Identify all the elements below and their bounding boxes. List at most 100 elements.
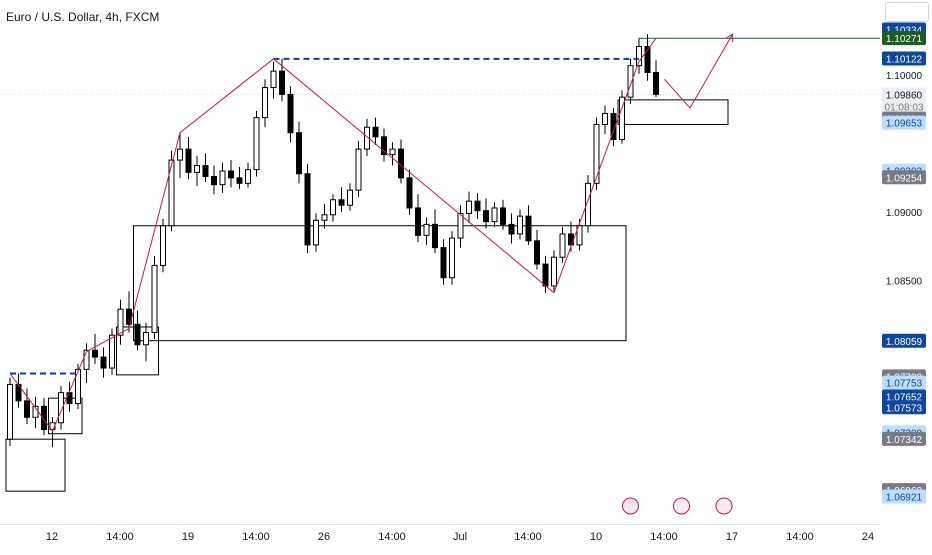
candle-body — [185, 148, 192, 173]
candle-body — [347, 189, 353, 206]
candle-body — [644, 46, 651, 74]
candle-body — [236, 177, 243, 184]
x-tick-label: 10 — [590, 531, 602, 543]
x-tick-label: Jul — [453, 531, 467, 543]
candle-body — [406, 177, 413, 209]
candle-body — [568, 233, 574, 246]
price-label-text: 1.09860 — [886, 90, 923, 101]
price-label-text: 1.07753 — [886, 379, 923, 390]
price-label-text: 1.09653 — [886, 119, 923, 130]
candle-body — [534, 240, 540, 265]
chart-title: Euro / U.S. Dollar, 4h, FXCM — [6, 10, 160, 24]
candle-body — [296, 132, 302, 175]
x-tick-label: 14:00 — [514, 531, 542, 543]
candle-body — [423, 223, 430, 236]
candle-body — [559, 233, 566, 258]
candle-body — [627, 65, 634, 98]
candle-body — [619, 96, 625, 141]
projection-arrowhead — [725, 33, 734, 43]
price-label-badge — [882, 87, 926, 114]
projection-path — [664, 33, 733, 109]
price-label-text: 1.09000 — [886, 208, 923, 219]
candle-body — [508, 223, 515, 235]
candle-body — [602, 113, 608, 126]
candle-body — [219, 170, 226, 186]
candle-body — [270, 70, 277, 89]
price-label-badge — [882, 68, 926, 83]
price-axis-settings-button[interactable] — [885, 2, 929, 22]
zone-rect — [5, 438, 66, 492]
price-label-text: 1.10122 — [886, 55, 923, 66]
candle-body — [381, 136, 387, 156]
candle-body — [117, 308, 124, 336]
candle-body — [542, 263, 549, 287]
price-label-text: 1.07652 — [886, 392, 923, 403]
candle-body — [483, 210, 489, 223]
price-label-text: 1.10334 — [886, 26, 923, 37]
candle-body — [491, 207, 498, 223]
candle-body — [466, 200, 472, 214]
lightning-event-icon — [622, 497, 639, 515]
price-label-badge — [882, 375, 926, 390]
us-flag-event-icon — [673, 497, 690, 515]
candle-body — [321, 214, 328, 221]
candle-body — [636, 46, 642, 67]
candle-body — [304, 173, 311, 246]
price-label-badge — [882, 400, 926, 415]
candle-body — [109, 334, 115, 369]
price-label-text: 1.07342 — [886, 435, 923, 446]
candle-body — [134, 323, 141, 346]
candle-body — [389, 148, 396, 156]
candle-body — [202, 165, 209, 177]
candle-body — [372, 126, 379, 138]
candle-body — [24, 400, 30, 418]
countdown-label: 01:08:03 — [885, 102, 924, 113]
candle-body — [585, 182, 591, 227]
us-flag-event-icon — [715, 497, 733, 515]
price-label-badge — [882, 489, 926, 504]
x-tick-label: 26 — [318, 531, 330, 543]
price-label-badge — [882, 389, 926, 404]
candle-body — [92, 349, 98, 358]
candle-body — [551, 256, 557, 287]
x-tick-label: 24 — [862, 531, 874, 543]
price-label-text: 1.10271 — [886, 34, 923, 45]
price-label-badge — [882, 273, 926, 288]
candle-body — [364, 126, 370, 150]
zigzag-line — [9, 38, 657, 432]
price-label-badge — [882, 170, 926, 185]
x-tick-label: 14:00 — [650, 531, 678, 543]
candle-body — [449, 237, 455, 279]
candle-body — [177, 148, 183, 161]
candle-body — [151, 264, 158, 333]
zone-rect — [48, 397, 83, 435]
candle-body — [262, 87, 268, 119]
candle-body — [228, 170, 234, 179]
candle-body — [83, 349, 90, 370]
candle-body — [653, 72, 659, 95]
candle-body — [432, 223, 438, 249]
price-label-text: 1.10000 — [886, 71, 923, 82]
price-label-badge — [882, 333, 926, 348]
candle-body — [211, 175, 217, 186]
zone-rect — [133, 225, 627, 342]
price-label-text: 1.06921 — [886, 493, 923, 504]
candle-body — [355, 148, 362, 191]
price-label-text: 1.08059 — [886, 337, 923, 348]
candle-body — [440, 247, 447, 279]
candle-body — [457, 212, 464, 239]
price-label-text: 1.09254 — [886, 173, 923, 184]
price-label-badge — [882, 31, 926, 46]
candle-body — [160, 225, 166, 266]
x-tick-label: 14:00 — [242, 531, 270, 543]
candle-body — [143, 331, 149, 346]
candle-body — [525, 215, 532, 242]
candle-body — [287, 93, 294, 134]
candle-body — [126, 308, 132, 325]
candle-body — [7, 383, 13, 440]
x-tick-label: 12 — [46, 531, 58, 543]
candle-body — [279, 70, 285, 95]
candle-body — [100, 356, 107, 369]
